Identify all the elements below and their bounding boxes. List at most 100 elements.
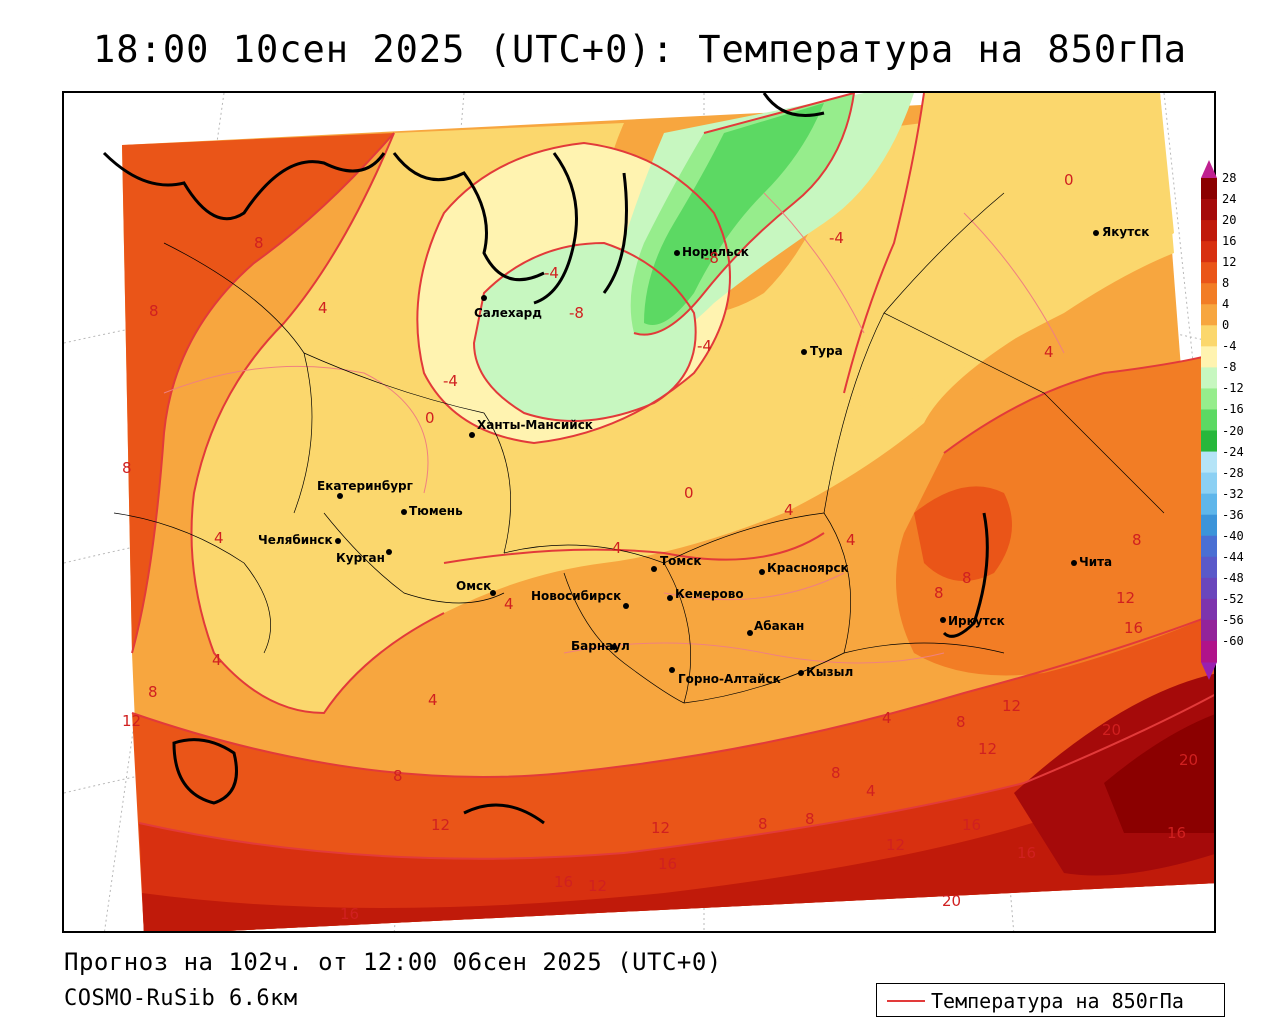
colorbar-segment: [1201, 493, 1217, 516]
contour-label: 16: [554, 873, 573, 891]
contour-label: 4: [428, 691, 438, 709]
colorbar-tick-label: 0: [1222, 318, 1230, 333]
colorbar-tick-label: 12: [1222, 255, 1237, 270]
colorbar-segment: [1201, 619, 1217, 642]
colorbar-tick-label: 4: [1222, 297, 1230, 312]
city-kemerovo: Кемерово: [675, 587, 744, 601]
contour-label: 4: [212, 651, 222, 669]
contour-label: 12: [651, 819, 670, 837]
colorbar-segment: [1201, 598, 1217, 621]
contour-label: 12: [1002, 697, 1021, 715]
contour-label: 8: [149, 302, 159, 320]
colorbar: [1201, 160, 1217, 680]
colorbar-segment: [1201, 241, 1217, 263]
colorbar-tick-label: -8: [1222, 360, 1237, 375]
colorbar-tick-label: -32: [1222, 486, 1244, 501]
contour-label: 8: [758, 815, 768, 833]
colorbar-tick-label: -52: [1222, 591, 1244, 606]
colorbar-segment: [1201, 640, 1217, 663]
contour-label: 4: [882, 709, 892, 727]
city-irkutsk: Иркутск: [948, 614, 1005, 628]
contour-label: 8: [934, 584, 944, 602]
city-yakutsk: Якутск: [1102, 225, 1149, 239]
contour-label: 4: [846, 531, 856, 549]
model-name: COSMO-RuSib 6.6км: [64, 986, 298, 1011]
colorbar-segment: [1201, 430, 1217, 453]
contour-label: 8: [148, 683, 158, 701]
colorbar-tick-label: 20: [1222, 213, 1237, 228]
contour-label: 16: [1017, 844, 1036, 862]
city-kyzyl: Кызыл: [806, 665, 853, 679]
contour-label: 20: [942, 892, 961, 910]
colorbar-segment: [1201, 304, 1217, 326]
map-title: 18:00 10сен 2025 (UTC+0): Температура на…: [93, 28, 1187, 71]
city-yekaterinburg: Екатеринбург: [317, 479, 413, 493]
contour-label: 12: [1116, 589, 1135, 607]
city-chelyabinsk: Челябинск: [258, 533, 333, 547]
city-gorno-altaysk: Горно-Алтайск: [678, 672, 781, 686]
colorbar-tick-label: 16: [1222, 234, 1237, 249]
city-kurgan: Курган: [336, 551, 385, 565]
legend-label: Температура на 850гПа: [931, 989, 1184, 1013]
city-tura: Тура: [810, 344, 843, 358]
forecast-info: Прогноз на 102ч. от 12:00 06сен 2025 (UT…: [64, 948, 722, 976]
colorbar-tick-label: -44: [1222, 549, 1244, 564]
colorbar-segment: [1201, 283, 1217, 305]
contour-label: 0: [1064, 171, 1074, 189]
city-chita: Чита: [1079, 555, 1112, 569]
map-frame: Норильск Якутск Салехард Тура Ханты-Манс…: [62, 91, 1216, 933]
contour-label: 16: [1124, 619, 1143, 637]
colorbar-segment: [1201, 556, 1217, 579]
colorbar-segment: [1201, 325, 1217, 347]
colorbar-segment: [1201, 262, 1217, 284]
contour-label: -4: [697, 337, 712, 355]
city-abakan: Абакан: [754, 619, 804, 633]
contour-label: 8: [805, 810, 815, 828]
contour-label: 12: [588, 877, 607, 895]
colorbar-segment: [1201, 451, 1217, 474]
colorbar-tick-label: -16: [1222, 402, 1244, 417]
colorbar-segment: [1201, 346, 1217, 368]
contour-label: 0: [425, 409, 435, 427]
contour-label: 16: [658, 855, 677, 873]
colorbar-tick-label: -56: [1222, 612, 1244, 627]
colorbar-tick-label: -4: [1222, 339, 1237, 354]
city-norilsk: Норильск: [682, 245, 749, 259]
colorbar-tick-label: -48: [1222, 570, 1244, 585]
contour-label: 12: [122, 712, 141, 730]
city-markers: Норильск Якутск Салехард Тура Ханты-Манс…: [258, 225, 1149, 686]
contour-label: 4: [1044, 343, 1054, 361]
city-novosibirsk: Новосибирск: [531, 589, 621, 603]
contour-label: 12: [886, 836, 905, 854]
colorbar-tick-label: 8: [1222, 276, 1230, 291]
city-barnaul: Барнаул: [571, 639, 630, 653]
colorbar-tick-label: -36: [1222, 507, 1244, 522]
colorbar-tick-label: 28: [1222, 171, 1237, 185]
colorbar-tick-label: 24: [1222, 192, 1237, 207]
contour-label: 20: [1102, 721, 1121, 739]
colorbar-segment: [1201, 514, 1217, 537]
colorbar-tick-label: -60: [1222, 633, 1244, 648]
contour-label: 8: [831, 764, 841, 782]
colorbar-segment: [1201, 388, 1217, 410]
city-omsk: Омск: [456, 579, 491, 593]
colorbar-tick-label: -28: [1222, 465, 1244, 480]
city-salekhard: Салехард: [474, 306, 542, 320]
contour-label: 8: [1132, 531, 1142, 549]
contour-label: 8: [393, 767, 403, 785]
colorbar-tick-label: -24: [1222, 444, 1244, 459]
contour-label: 8: [122, 459, 132, 477]
contour-label: -8: [569, 304, 584, 322]
colorbar-segment: [1201, 178, 1217, 200]
colorbar-segment: [1201, 409, 1217, 432]
colorbar-tick-label: -12: [1222, 381, 1244, 396]
city-krasnoyarsk: Красноярск: [767, 561, 849, 575]
legend: Температура на 850гПа: [876, 983, 1225, 1017]
city-tomsk: Томск: [660, 554, 702, 568]
contour-label: 12: [431, 816, 450, 834]
contour-label: 16: [962, 816, 981, 834]
contour-label: 4: [318, 299, 328, 317]
contour-label: 16: [1167, 824, 1186, 842]
contour-label: -4: [829, 229, 844, 247]
city-khanty-mansiysk: Ханты-Мансийск: [477, 418, 593, 432]
